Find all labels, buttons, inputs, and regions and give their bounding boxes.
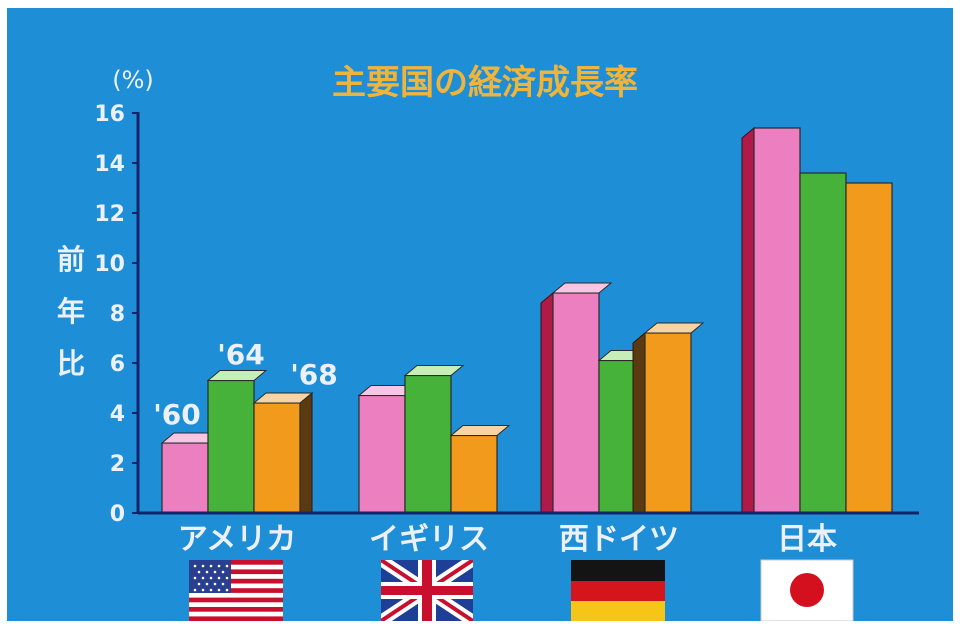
series-labels: '60 '64 '68 (153, 338, 338, 431)
bar-front-face (450, 434, 498, 514)
y-tick-label: 12 (94, 202, 125, 227)
bar-front-face (644, 332, 692, 514)
y-tick-label: 6 (110, 352, 125, 377)
y-tick-label: 14 (94, 152, 125, 177)
bar-front-face (845, 182, 893, 514)
bar-イギリス-'68 (449, 425, 511, 514)
bar-side-face (540, 291, 554, 514)
usa-flag-icon (189, 560, 283, 621)
y-tick-label: 4 (110, 402, 125, 427)
bar-side-face (299, 391, 313, 514)
series-label: '60 (153, 398, 201, 431)
chart-title: 主要国の経済成長率 (332, 63, 638, 103)
x-axis-labels: アメリカ イギリス 西ドイツ 日本 (178, 522, 837, 557)
bar-top-face (449, 425, 511, 436)
y-tick-label: 8 (110, 302, 125, 327)
bar-西ドイツ-'60 (540, 282, 613, 514)
bar-top-face (643, 322, 705, 334)
bar-イギリス-'60 (357, 385, 419, 514)
bar-日本-'64 (799, 172, 847, 514)
y-tick-label: 2 (110, 452, 125, 477)
y-tick-label: 0 (110, 502, 125, 527)
bar-top-face (206, 370, 268, 381)
bar-front-face (161, 442, 209, 514)
bar-top-face (551, 282, 613, 294)
bar-front-face (799, 172, 847, 514)
bar-西ドイツ-'68 (632, 322, 705, 514)
bar-アメリカ-'64 (206, 370, 268, 514)
bar-front-face (358, 394, 406, 514)
bar-日本-'60 (741, 126, 801, 514)
uk-flag-icon (381, 560, 473, 621)
bars-group (160, 126, 893, 514)
bar-top-face (403, 365, 465, 376)
bar-イギリス-'64 (403, 365, 465, 514)
bar-front-face (753, 127, 801, 514)
bar-side-face (741, 126, 755, 514)
series-label: '68 (290, 358, 338, 391)
x-tick-label: 西ドイツ (559, 522, 679, 557)
bar-front-face (552, 292, 600, 514)
series-label: '64 (217, 338, 265, 371)
x-tick-label: 日本 (777, 522, 837, 557)
y-tick-label: 10 (94, 252, 125, 277)
west-germany-flag-icon (571, 560, 665, 621)
bar-side-face (632, 331, 646, 514)
y-axis-ticks: 0 2 4 6 8 10 12 14 16 (94, 102, 138, 527)
chart-slide: 主要国の経済成長率 (%) 前年比 0 2 4 6 8 10 12 14 16 '60'64'6… (7, 8, 953, 622)
bar-アメリカ-'68 (252, 391, 314, 514)
bar-front-face (253, 402, 301, 514)
bar-日本-'68 (845, 182, 893, 514)
bar-top-face (252, 392, 314, 404)
y-unit-label: (%) (112, 66, 154, 94)
bar-front-face (207, 379, 255, 514)
y-axis-title: 前年比 (57, 243, 85, 380)
x-tick-label: イギリス (369, 522, 489, 557)
x-tick-label: アメリカ (178, 522, 297, 557)
japan-flag-icon (760, 559, 854, 622)
y-tick-label: 16 (94, 102, 125, 127)
y-axis-label: 前年比 (57, 243, 85, 380)
bar-front-face (404, 374, 452, 514)
